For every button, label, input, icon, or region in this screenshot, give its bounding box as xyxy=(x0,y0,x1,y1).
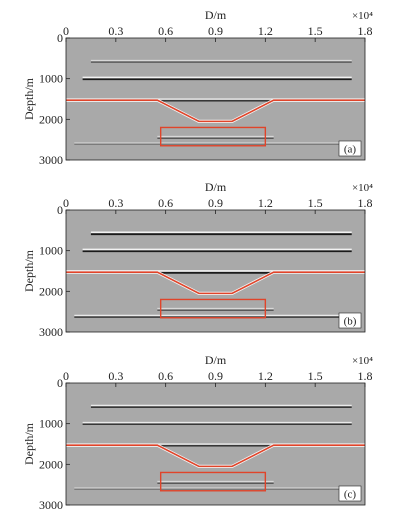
x-tick-label: 1.8 xyxy=(358,196,373,210)
x-tick-label: 0.3 xyxy=(108,369,123,383)
panel-c: 0 0.3 0.6 0.9 1.2 1.5 1.8 0 1000 2000 3000 D/m ×10⁴ D… xyxy=(22,353,373,512)
panel-label-box xyxy=(338,485,362,502)
reflector xyxy=(82,248,352,253)
y-tick-label: 0 xyxy=(57,31,63,45)
highlight-box xyxy=(159,471,267,492)
y-tick-label: 3000 xyxy=(39,498,63,512)
x-tick-label: 0 xyxy=(63,24,69,38)
y-tick-label: 2000 xyxy=(39,284,63,298)
reflector xyxy=(74,487,357,490)
x-tick-label: 0.6 xyxy=(158,196,173,210)
x-tick-label: 0.6 xyxy=(158,24,173,38)
y-tick-label: 1000 xyxy=(39,72,63,86)
y-tick-label: 2000 xyxy=(39,457,63,471)
x-tick-label: 1.2 xyxy=(258,24,273,38)
panel-label: (a) xyxy=(344,144,357,156)
reflector xyxy=(82,76,352,81)
panel-a: 0 0.3 0.6 0.9 1.2 1.5 1.8 0 1000 2000 3000 D/m ×10⁴ D… xyxy=(22,8,373,167)
x-axis-label: D/m xyxy=(205,180,227,194)
x-multiplier: ×10⁴ xyxy=(352,10,373,22)
y-tick-label: 2000 xyxy=(39,112,63,126)
reflector xyxy=(157,135,274,139)
y-tick-label: 0 xyxy=(57,376,63,390)
y-tick-label: 1000 xyxy=(39,417,63,431)
y-tick-label: 3000 xyxy=(39,153,63,167)
x-tick-label: 1.8 xyxy=(358,369,373,383)
reflector xyxy=(90,59,352,63)
x-tick-label: 0.6 xyxy=(158,369,173,383)
reflector xyxy=(90,404,352,408)
interface-line xyxy=(66,444,365,468)
x-axis-label: D/m xyxy=(205,353,227,367)
y-axis-label: Depth/m xyxy=(22,422,36,465)
x-multiplier: ×10⁴ xyxy=(352,355,373,367)
highlight-box xyxy=(159,126,267,147)
x-tick-label: 0.3 xyxy=(108,196,123,210)
panel-label: (b) xyxy=(344,316,357,328)
reflector xyxy=(157,307,274,311)
panel-b: 0 0.3 0.6 0.9 1.2 1.5 1.8 0 1000 2000 3000 D/m ×10⁴ D… xyxy=(22,180,373,339)
x-tick-label: 1.2 xyxy=(258,196,273,210)
x-tick-label: 1.2 xyxy=(258,369,273,383)
y-axis-label: Depth/m xyxy=(22,249,36,292)
panel-label-box xyxy=(338,312,362,329)
x-tick-label: 0.9 xyxy=(208,24,223,38)
x-tick-label: 1.8 xyxy=(358,24,373,38)
x-tick-label: 1.5 xyxy=(308,196,323,210)
y-tick-label: 3000 xyxy=(39,325,63,339)
interface-line xyxy=(66,271,365,295)
x-tick-label: 0.9 xyxy=(208,196,223,210)
x-tick-label: 1.5 xyxy=(308,24,323,38)
x-axis-label: D/m xyxy=(205,8,227,22)
reflector xyxy=(90,231,352,236)
x-tick-label: 0 xyxy=(63,196,69,210)
reflector xyxy=(157,480,274,484)
x-tick-label: 0 xyxy=(63,369,69,383)
highlight-box xyxy=(159,298,267,319)
y-axis-label: Depth/m xyxy=(22,77,36,120)
interface-line xyxy=(66,99,365,123)
reflector xyxy=(74,142,357,145)
y-tick-label: 0 xyxy=(57,203,63,217)
x-tick-label: 0.9 xyxy=(208,369,223,383)
reflector xyxy=(82,421,352,425)
panel-label-box xyxy=(338,140,362,157)
x-tick-label: 0.3 xyxy=(108,24,123,38)
panel-label: (c) xyxy=(344,489,357,501)
x-tick-label: 1.5 xyxy=(308,369,323,383)
y-tick-label: 1000 xyxy=(39,244,63,258)
x-multiplier: ×10⁴ xyxy=(352,182,373,194)
